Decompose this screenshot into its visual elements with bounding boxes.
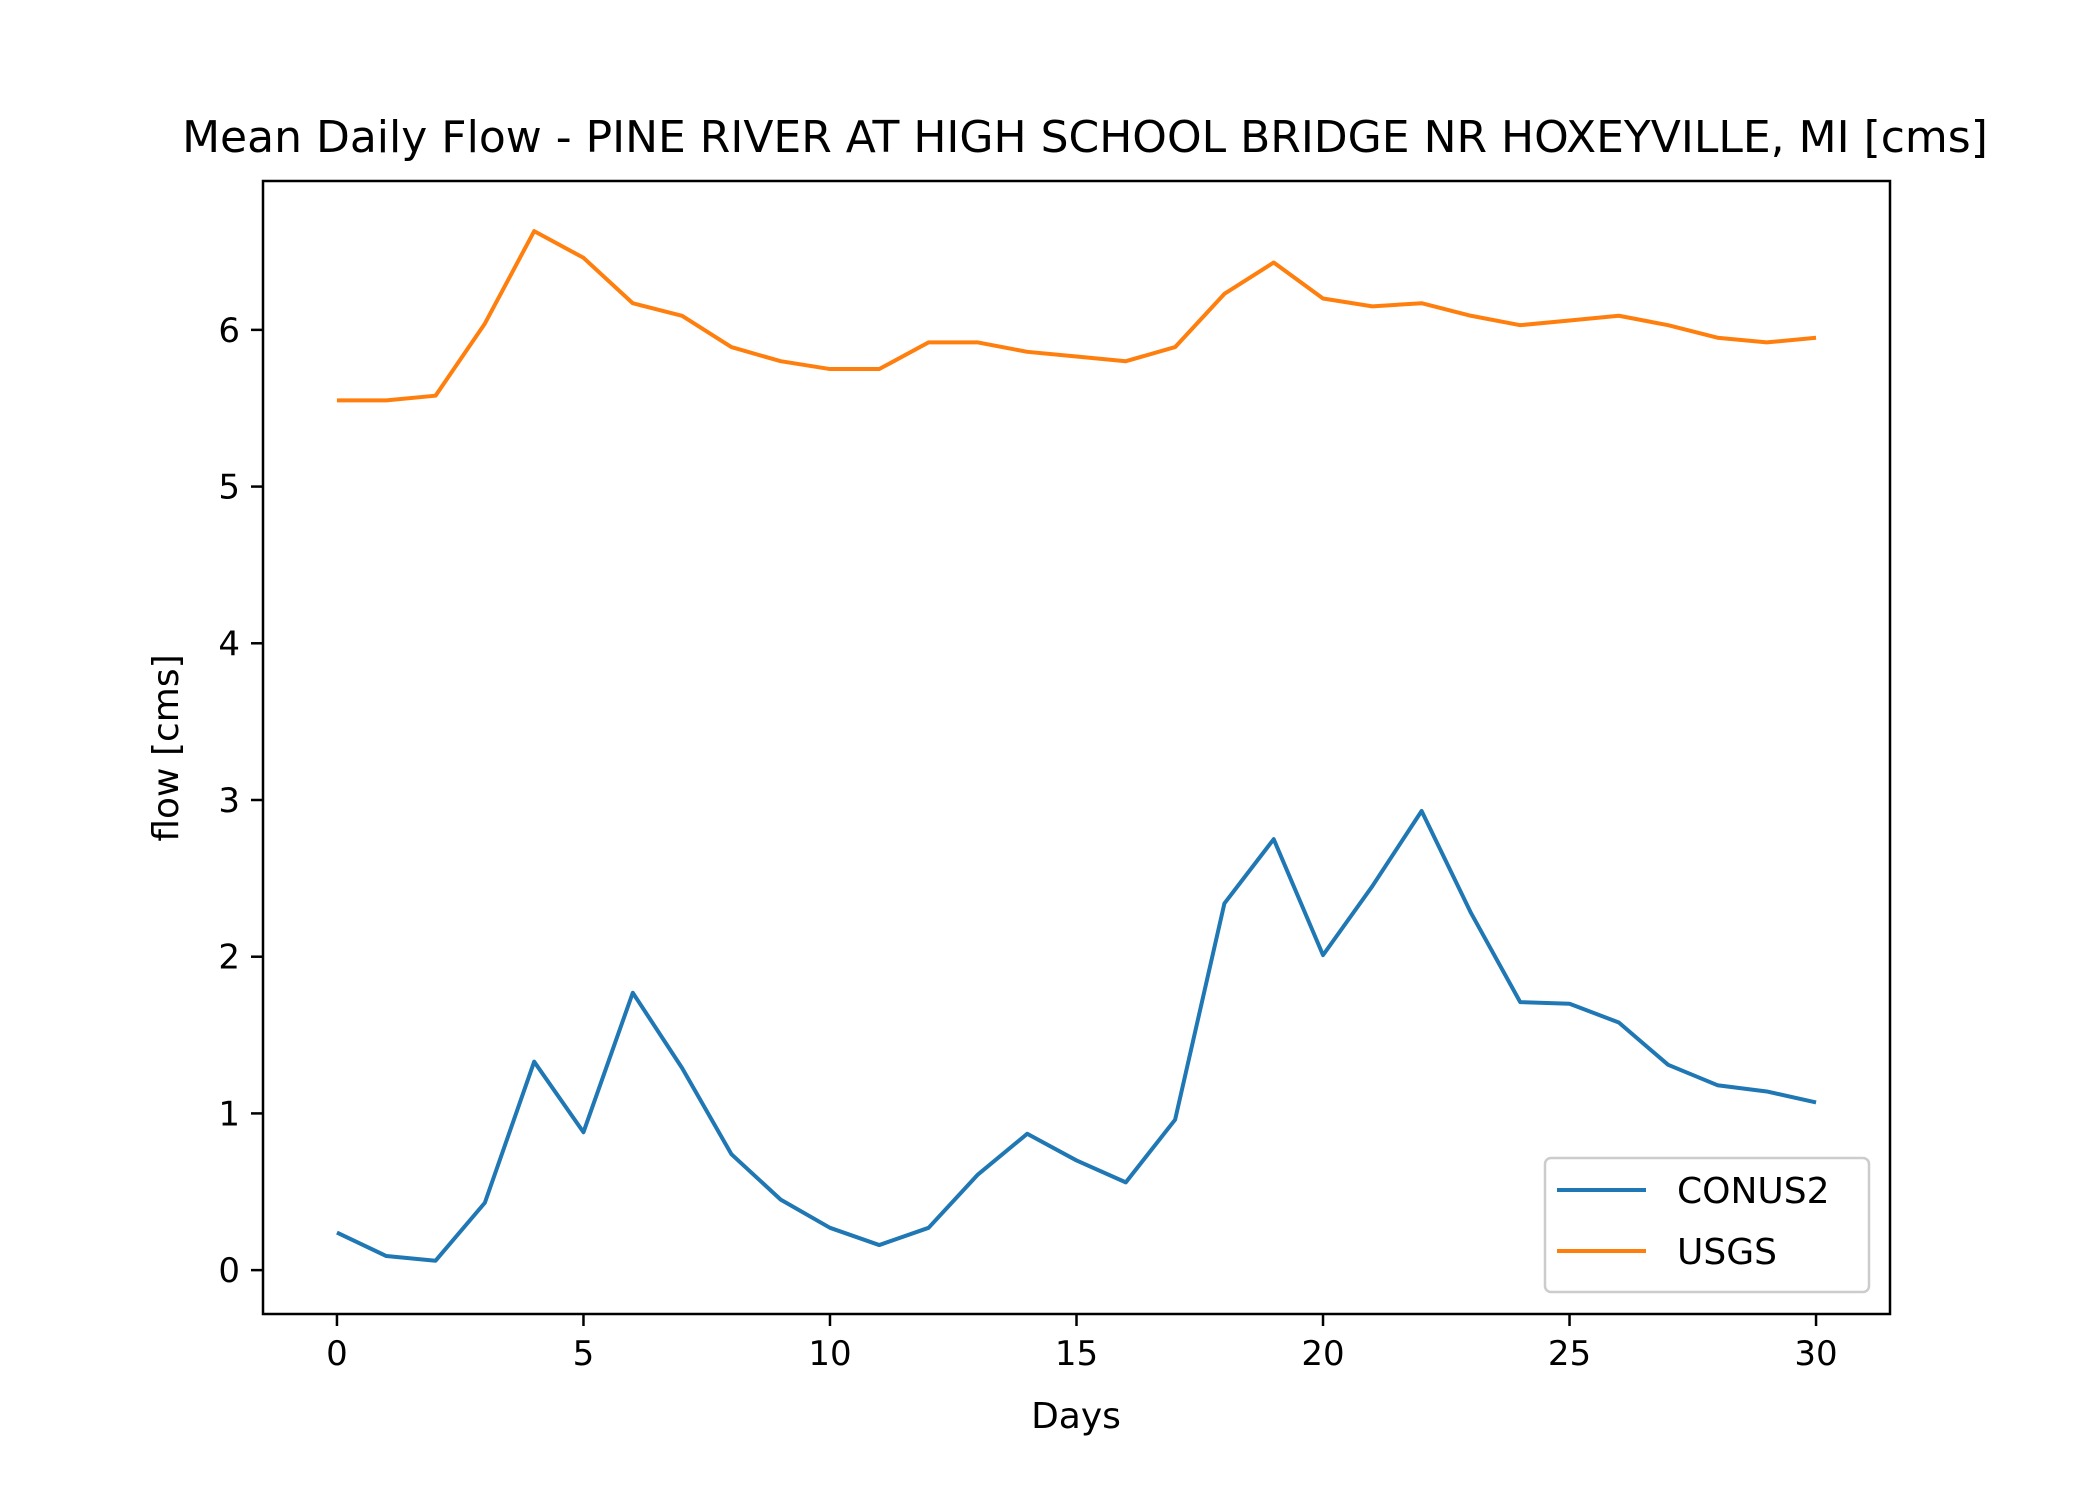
x-tick-label: 15 — [1055, 1334, 1098, 1374]
x-axis-label: Days — [1031, 1396, 1121, 1437]
series-layer — [336, 229, 1817, 1263]
chart-title: Mean Daily Flow - PINE RIVER AT HIGH SCH… — [182, 112, 1988, 163]
x-tick-label: 5 — [573, 1334, 595, 1374]
y-tick-label: 3 — [218, 781, 240, 821]
x-tick-label: 25 — [1548, 1334, 1591, 1374]
x-tick-label: 30 — [1794, 1334, 1837, 1374]
series-line-conus2 — [336, 808, 1817, 1263]
legend: CONUS2 USGS — [1543, 1156, 1871, 1294]
y-tick-label: 4 — [218, 624, 240, 664]
x-tick-label: 20 — [1301, 1334, 1344, 1374]
series-line-usgs — [336, 229, 1817, 403]
y-tick-label: 6 — [218, 311, 240, 351]
y-tick-label: 1 — [218, 1094, 240, 1134]
plot-area — [261, 179, 1892, 1316]
legend-label-conus2: CONUS2 — [1677, 1171, 1830, 1212]
y-axis: 0 1 2 3 4 5 6 — [218, 311, 263, 1291]
x-axis: 0 5 10 15 20 25 30 — [326, 1314, 1838, 1374]
y-tick-label: 2 — [218, 938, 240, 978]
x-tick-label: 10 — [808, 1334, 851, 1374]
x-tick-label: 0 — [326, 1334, 348, 1374]
legend-label-usgs: USGS — [1677, 1232, 1777, 1273]
y-tick-label: 5 — [218, 468, 240, 508]
y-tick-label: 0 — [218, 1251, 240, 1291]
y-axis-label: flow [cms] — [146, 654, 187, 841]
